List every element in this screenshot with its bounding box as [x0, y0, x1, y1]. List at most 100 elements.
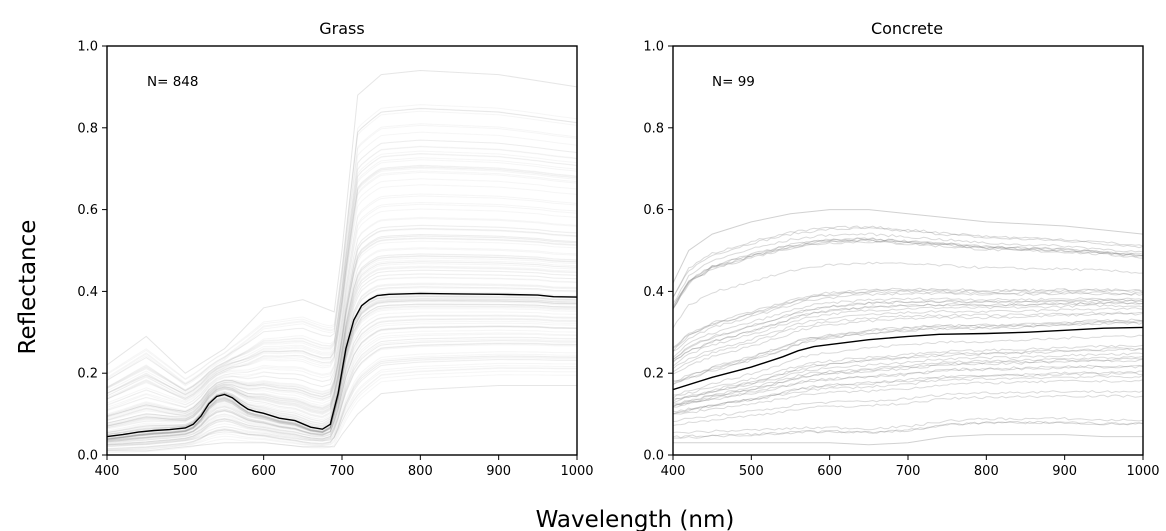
y-axis-label: Reflectance	[15, 220, 41, 355]
background-spectrum-line	[107, 276, 577, 434]
y-tick-label: 1.0	[643, 40, 664, 55]
background-spectrum-line	[107, 308, 577, 441]
background-spectrum-line	[107, 326, 577, 439]
x-tick-label: 900	[486, 464, 511, 479]
y-tick-label: 0.2	[77, 367, 98, 382]
background-spectrum-line	[107, 273, 577, 433]
background-spectrum-line	[107, 217, 577, 411]
background-spectrum-line	[107, 359, 577, 449]
background-spectrum-line	[673, 237, 1143, 307]
background-spectrum-line	[673, 301, 1143, 362]
concrete-title: Concrete	[871, 19, 943, 38]
background-spectrum-line	[107, 320, 577, 442]
background-spectrum-line	[107, 269, 577, 432]
grass-ticks: 400 500 600 700 800 900 1000 0.0 0.2 0.4 0.6 0.8 1.0	[77, 40, 593, 480]
background-spectrum-line	[107, 336, 577, 441]
background-spectrum-line	[107, 355, 577, 450]
background-spectrum-line	[673, 298, 1143, 360]
background-spectrum-line	[107, 315, 577, 443]
background-spectrum-line	[673, 355, 1143, 404]
x-tick-label: 700	[330, 464, 355, 479]
background-spectrum-line	[673, 357, 1143, 408]
background-spectrum-line	[107, 340, 577, 443]
background-spectrum-line	[107, 317, 577, 440]
background-spectrum-line	[673, 261, 1143, 329]
background-spectrum-line	[107, 318, 577, 439]
background-spectrum-line	[107, 284, 577, 434]
x-tick-label: 900	[1052, 464, 1077, 479]
background-spectrum-line	[673, 225, 1143, 299]
background-spectrum-line	[107, 265, 577, 426]
background-spectrum-line	[107, 314, 577, 440]
background-spectrum-line	[107, 146, 577, 392]
background-spectrum-line	[107, 233, 577, 419]
background-spectrum-line	[107, 301, 577, 442]
background-spectrum-line	[107, 358, 577, 450]
background-spectrum-line	[107, 325, 577, 442]
background-spectrum-line	[673, 292, 1143, 352]
background-spectrum-line	[107, 152, 577, 396]
background-spectrum-line	[107, 300, 577, 439]
background-spectrum-line	[107, 255, 577, 427]
envelope-max-line	[673, 209, 1143, 284]
background-spectrum-line	[673, 240, 1143, 310]
background-spectrum-line	[107, 266, 577, 429]
y-tick-label: 0.8	[77, 121, 98, 136]
background-spectrum-line	[107, 124, 577, 385]
background-spectrum-line	[107, 304, 577, 440]
background-spectrum-line	[673, 420, 1143, 439]
background-spectrum-line	[673, 301, 1143, 363]
background-spectrum-line	[107, 237, 577, 417]
background-spectrum-line	[673, 379, 1143, 415]
background-spectrum-line	[107, 340, 577, 448]
background-spectrum-line	[673, 372, 1143, 415]
x-tick-label: 500	[173, 464, 198, 479]
background-spectrum-line	[107, 351, 577, 445]
background-spectrum-line	[107, 303, 577, 440]
y-tick-label: 0.8	[643, 121, 664, 136]
x-tick-label: 800	[974, 464, 999, 479]
x-tick-label: 1000	[1126, 464, 1159, 479]
x-tick-label: 600	[251, 464, 276, 479]
background-spectrum-line	[673, 290, 1143, 352]
background-spectrum-line	[107, 108, 577, 381]
background-spectrum-line	[673, 311, 1143, 373]
background-spectrum-line	[107, 170, 577, 400]
grass-title: Grass	[319, 19, 364, 38]
background-spectrum-line	[107, 344, 577, 446]
background-spectrum-line	[107, 267, 577, 427]
background-spectrum-line	[673, 394, 1143, 426]
y-tick-label: 0.6	[77, 203, 98, 218]
background-spectrum-line	[107, 224, 577, 416]
background-spectrum-line	[107, 367, 577, 446]
background-spectrum-line	[107, 171, 577, 401]
background-spectrum-line	[107, 299, 577, 441]
background-spectrum-line	[107, 362, 577, 446]
background-spectrum-line	[107, 253, 577, 427]
background-spectrum-line	[107, 167, 577, 401]
grass-panel: Grass 400 500 600 700 800 900 1000 0.0 0.2 0.4 0.6…	[77, 19, 593, 479]
background-spectrum-line	[107, 238, 577, 420]
background-spectrum-line	[107, 311, 577, 440]
background-spectrum-line	[107, 150, 577, 392]
background-spectrum-line	[673, 288, 1143, 349]
background-spectrum-line	[673, 420, 1143, 439]
background-spectrum-line	[107, 365, 577, 451]
background-spectrum-line	[107, 303, 577, 438]
x-tick-label: 1000	[560, 464, 593, 479]
background-spectrum-line	[107, 216, 577, 412]
background-spectrum-line	[107, 332, 577, 446]
background-spectrum-line	[107, 337, 577, 447]
background-spectrum-line	[673, 312, 1143, 375]
background-spectrum-line	[107, 282, 577, 435]
background-spectrum-line	[107, 178, 577, 400]
background-spectrum-line	[107, 326, 577, 441]
background-spectrum-line	[107, 107, 577, 384]
background-spectrum-line	[107, 235, 577, 417]
x-tick-label: 700	[896, 464, 921, 479]
background-spectrum-line	[107, 227, 577, 418]
background-spectrum-line	[673, 365, 1143, 408]
x-tick-label: 400	[661, 464, 686, 479]
background-spectrum-line	[107, 342, 577, 445]
background-spectrum-line	[107, 164, 577, 395]
